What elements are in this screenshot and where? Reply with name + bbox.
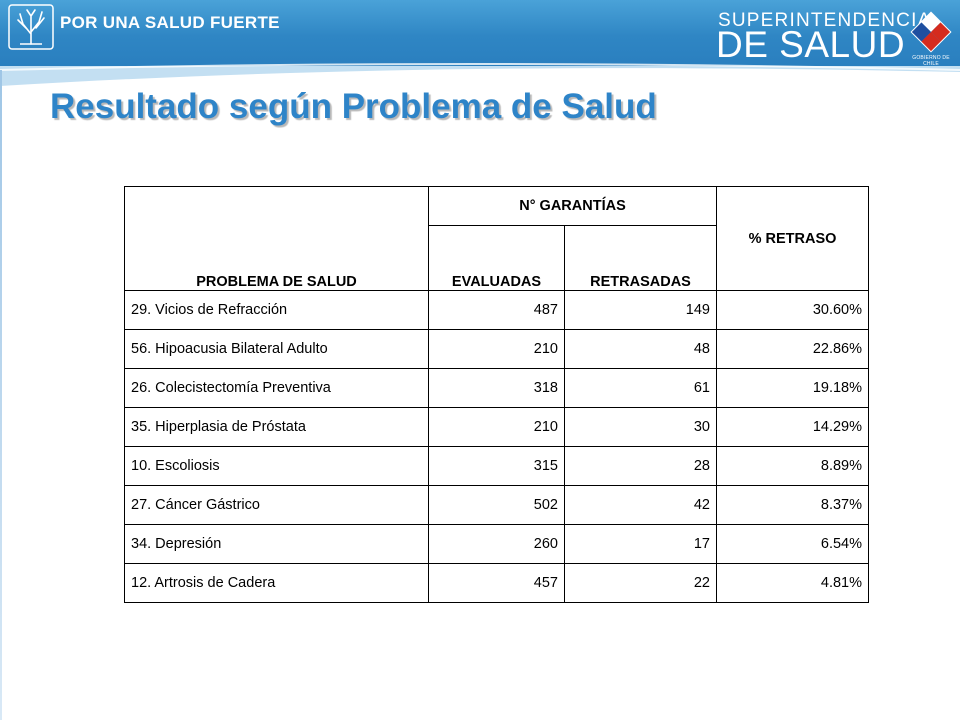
table-header-row: PROBLEMA DE SALUD N° GARANTÍAS % RETRASO	[124, 186, 869, 291]
cell-problema: 26. Colecistectomía Preventiva	[124, 368, 429, 408]
government-text: GOBIERNO DE CHILE	[912, 55, 950, 67]
cell-retrasadas: 30	[564, 407, 717, 447]
table-row: 34. Depresión 260 17 6.54%	[124, 524, 869, 564]
tree-logo-icon	[8, 4, 54, 50]
header-evaluadas: EVALUADAS	[428, 225, 565, 291]
page-title: Resultado según Problema de Salud	[50, 87, 657, 126]
cell-evaluadas: 315	[428, 446, 565, 486]
table-row: 26. Colecistectomía Preventiva 318 61 19…	[124, 368, 869, 408]
cell-retraso: 22.86%	[716, 329, 869, 369]
cell-evaluadas: 210	[428, 329, 565, 369]
table-row: 35. Hiperplasia de Próstata 210 30 14.29…	[124, 407, 869, 447]
cell-evaluadas: 457	[428, 563, 565, 603]
table-row: 56. Hipoacusia Bilateral Adulto 210 48 2…	[124, 329, 869, 369]
cell-problema: 12. Artrosis de Cadera	[124, 563, 429, 603]
cell-retraso: 19.18%	[716, 368, 869, 408]
table-row: 29. Vicios de Refracción 487 149 30.60%	[124, 290, 869, 330]
cell-retrasadas: 61	[564, 368, 717, 408]
brand-name-top: SUPERINTENDENCIA	[718, 10, 932, 31]
cell-retraso: 30.60%	[716, 290, 869, 330]
cell-problema: 29. Vicios de Refracción	[124, 290, 429, 330]
table-row: 10. Escoliosis 315 28 8.89%	[124, 446, 869, 486]
cell-evaluadas: 502	[428, 485, 565, 525]
cell-retrasadas: 149	[564, 290, 717, 330]
header-problema: PROBLEMA DE SALUD	[124, 186, 429, 291]
cell-retraso: 8.37%	[716, 485, 869, 525]
cell-evaluadas: 210	[428, 407, 565, 447]
cell-retraso: 4.81%	[716, 563, 869, 603]
cell-evaluadas: 487	[428, 290, 565, 330]
header-garantias: N° GARANTÍAS	[428, 186, 717, 226]
cell-retraso: 6.54%	[716, 524, 869, 564]
cell-evaluadas: 260	[428, 524, 565, 564]
cell-retrasadas: 17	[564, 524, 717, 564]
government-shield-icon	[910, 11, 952, 53]
cell-retraso: 14.29%	[716, 407, 869, 447]
header-retraso: % RETRASO	[716, 186, 869, 291]
cell-retrasadas: 42	[564, 485, 717, 525]
table-row: 27. Cáncer Gástrico 502 42 8.37%	[124, 485, 869, 525]
table-row: 12. Artrosis de Cadera 457 22 4.81%	[124, 563, 869, 603]
cell-retrasadas: 48	[564, 329, 717, 369]
slogan-text: POR UNA SALUD FUERTE	[60, 13, 280, 32]
cell-problema: 10. Escoliosis	[124, 446, 429, 486]
cell-problema: 35. Hiperplasia de Próstata	[124, 407, 429, 447]
cell-problema: 27. Cáncer Gástrico	[124, 485, 429, 525]
cell-problema: 34. Depresión	[124, 524, 429, 564]
cell-retrasadas: 22	[564, 563, 717, 603]
header-retrasadas: RETRASADAS	[564, 225, 717, 291]
cell-evaluadas: 318	[428, 368, 565, 408]
cell-retrasadas: 28	[564, 446, 717, 486]
cell-retraso: 8.89%	[716, 446, 869, 486]
header-banner: POR UNA SALUD FUERTE SUPERINTENDENCIA DE…	[0, 0, 960, 67]
left-edge-line	[0, 70, 2, 720]
results-table: PROBLEMA DE SALUD N° GARANTÍAS % RETRASO…	[124, 186, 869, 603]
brand-name-main: DE SALUD	[716, 24, 906, 65]
cell-problema: 56. Hipoacusia Bilateral Adulto	[124, 329, 429, 369]
